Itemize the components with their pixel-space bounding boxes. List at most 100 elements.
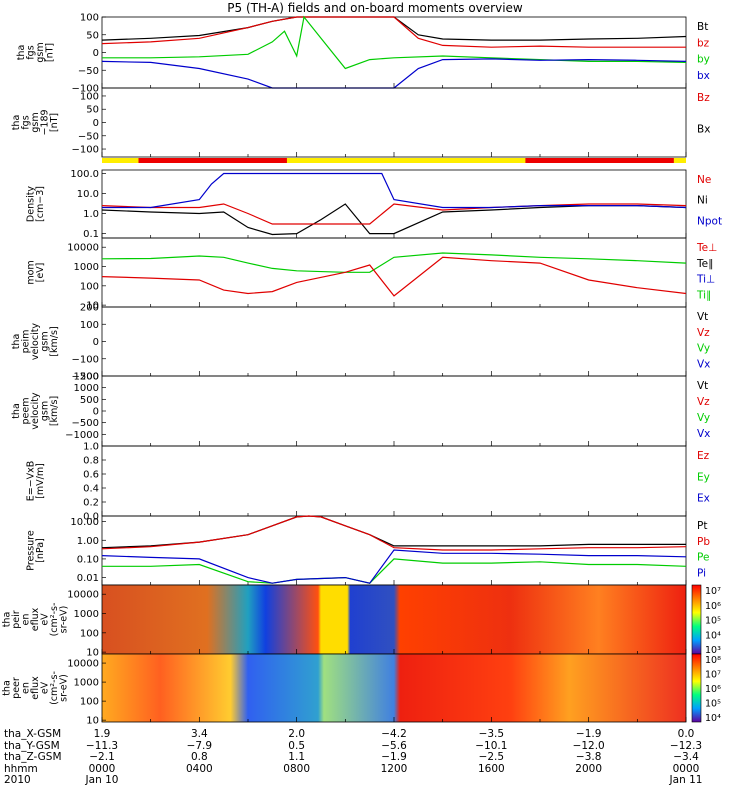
legend-entry: Bz	[697, 92, 710, 104]
footer-value: 1600	[477, 762, 505, 775]
legend-entry: Npot	[697, 215, 722, 227]
y-axis-label: gsm	[30, 112, 41, 132]
y-tick-label: 10	[86, 301, 99, 312]
footer-value: Jan 11	[669, 774, 703, 786]
footer-value: 1200	[380, 762, 408, 775]
y-tick-label: −100	[72, 145, 99, 156]
panel-frame	[101, 16, 687, 89]
legend-entry: Vz	[697, 396, 710, 408]
y-axis-label: [nPa]	[35, 538, 46, 563]
footer-value: 1.1	[288, 751, 305, 763]
y-axis-label: Density	[25, 186, 36, 222]
panel-pressure: 10.00 1.00 0.10 0.01 Pressure[nPa] Pt Pb Pe Pi	[25, 515, 710, 586]
electron-spectrogram-fill	[102, 654, 686, 722]
footer-value: −2.1	[89, 751, 115, 763]
legend-entry: Ne	[697, 174, 711, 186]
y-tick-label: 0	[93, 407, 99, 418]
legend-entry: Ex	[697, 493, 710, 505]
series-line-Pb	[101, 515, 687, 551]
y-axis-label: [km/s]	[49, 326, 60, 356]
legend-entry: Ey	[697, 471, 710, 483]
y-tick-label: 1.0	[83, 442, 99, 453]
legend-entry: Vy	[697, 412, 710, 424]
y-tick-label: 1000	[74, 678, 99, 689]
legend-entry: Pi	[697, 567, 706, 579]
panel-frame	[101, 306, 687, 377]
y-tick-label: 0.01	[77, 573, 99, 584]
peir_spec-colorbar-label: 10⁴	[705, 630, 721, 641]
y-tick-label: 0	[93, 337, 99, 348]
series-line-Pi	[101, 549, 687, 584]
footer-value: −4.2	[381, 728, 407, 740]
orbit-footer: tha_X-GSM tha_Y-GSM tha_Z-GSM hhmm 2010 1.9 −1…	[0, 728, 750, 800]
peir_spec-colorbar-label: 10⁵	[705, 616, 721, 627]
legend-entry: Vt	[697, 311, 708, 323]
footer-value	[364, 775, 424, 786]
panel-efield: 1.0 0.8 0.6 0.4 0.2 0.0 E=−VxB[mV/m] Ez Ey Ex	[25, 442, 710, 523]
peir_spec-colorbar-label: 10⁷	[705, 586, 721, 597]
footer-value	[461, 775, 521, 786]
series-line-by	[102, 15, 687, 70]
y-tick-label: 0.8	[83, 456, 99, 467]
y-axis-label: (cm²-s-	[49, 603, 60, 637]
y-tick-label: 1000	[74, 383, 99, 394]
footer-value: 2.0	[288, 728, 305, 740]
y-tick-label: 100	[80, 320, 99, 331]
y-axis-label: gsm	[35, 42, 46, 62]
footer-value: 0400	[185, 762, 213, 775]
series-line-Pe	[102, 558, 687, 584]
footer-row-label: hhmm	[4, 762, 38, 775]
footer-value: 0.0	[677, 728, 695, 740]
y-tick-label: −100	[72, 354, 99, 365]
y-axis-label: (cm²-s-	[49, 671, 60, 705]
peir_spec-colorbar-label: 10⁶	[705, 601, 721, 612]
series-line-Te⊥	[101, 256, 687, 297]
footer-value: 3.4	[190, 728, 208, 740]
y-axis-label: eflux	[30, 676, 41, 700]
y-tick-label: 0.2	[83, 498, 99, 509]
legend-entry: Ti∥	[696, 289, 711, 301]
y-tick-label: 1000	[74, 609, 99, 620]
y-tick-label: 1.0	[83, 209, 99, 220]
y-tick-label: 100	[80, 281, 99, 292]
peer_spec-colorbar-label: 10⁵	[705, 699, 721, 710]
y-axis-label: tha	[11, 403, 22, 419]
y-tick-label: 1500	[74, 372, 99, 383]
y-tick-label: 0.1	[83, 229, 99, 240]
footer-value: 0000	[672, 762, 700, 775]
peer_spec-colorbar-label: 10⁸	[705, 655, 721, 666]
peir_spec-colorbar	[691, 584, 702, 655]
y-tick-label: 0.10	[77, 554, 99, 565]
y-tick-label: 10	[86, 648, 99, 659]
footer-value	[169, 775, 229, 786]
y-axis-label: mom	[25, 260, 36, 284]
y-tick-label: 200	[80, 303, 99, 314]
peer_spec-colorbar-label: 10⁴	[705, 713, 721, 724]
legend-entry: Pb	[697, 536, 710, 548]
y-axis-label: gsm	[40, 401, 51, 421]
y-axis-label: tha	[11, 334, 22, 350]
y-axis-label: gsm	[40, 331, 51, 351]
y-axis-label: [nT]	[44, 43, 55, 62]
y-tick-label: 100	[80, 697, 99, 708]
ion-spectrogram-fill	[102, 585, 686, 654]
legend-entry: Ni	[697, 195, 708, 207]
legend-entry: Vx	[697, 428, 710, 440]
y-tick-label: −500	[72, 418, 99, 429]
y-tick-label: 10.0	[77, 189, 99, 200]
y-tick-label: 100	[80, 91, 99, 102]
legend-entry: by	[697, 54, 710, 66]
footer-value: −7.9	[186, 739, 213, 752]
legend-entry: Pt	[697, 520, 707, 532]
y-axis-label: velocity	[30, 392, 41, 430]
y-tick-label: 1000	[74, 262, 99, 273]
y-tick-label: 0	[93, 48, 99, 59]
y-tick-label: −1000	[65, 430, 99, 441]
y-axis-label: peim	[21, 330, 32, 354]
footer-value: −3.8	[575, 751, 602, 763]
panel-frame	[101, 87, 687, 158]
footer-value	[267, 775, 327, 786]
